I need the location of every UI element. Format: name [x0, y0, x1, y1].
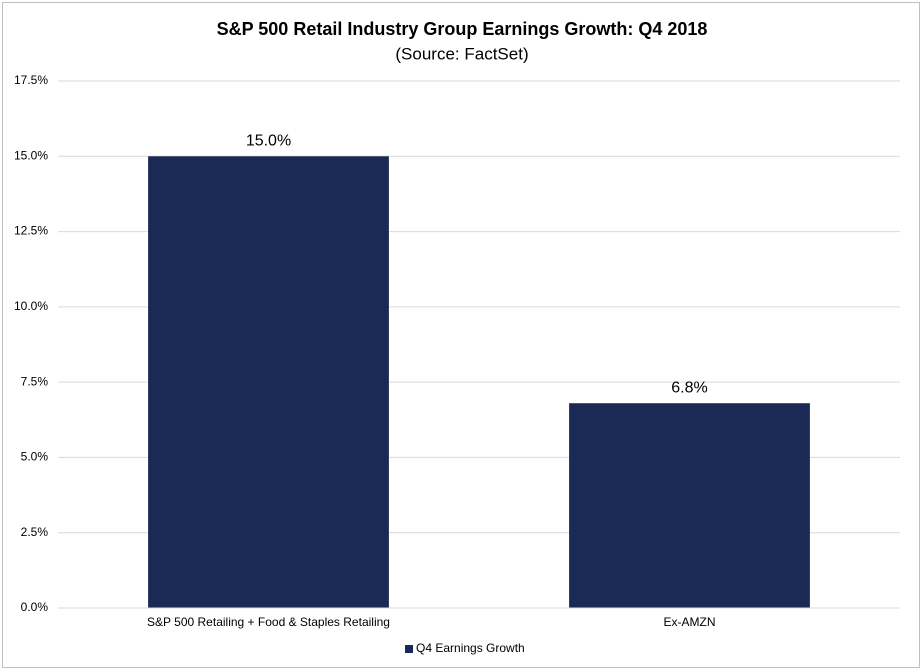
- chart-title: S&P 500 Retail Industry Group Earnings G…: [217, 19, 708, 39]
- y-tick-label: 10.0%: [14, 299, 48, 313]
- x-tick-label: Ex-AMZN: [664, 615, 716, 629]
- y-tick-label: 2.5%: [21, 525, 49, 539]
- y-tick-label: 5.0%: [21, 450, 49, 464]
- data-label: 6.8%: [671, 379, 707, 396]
- x-tick-label: S&P 500 Retailing + Food & Staples Retai…: [147, 615, 390, 629]
- bar: [569, 403, 810, 608]
- y-tick-label: 0.0%: [21, 600, 49, 614]
- chart-subtitle: (Source: FactSet): [395, 44, 528, 63]
- legend-label: Q4 Earnings Growth: [416, 641, 525, 655]
- bar: [148, 156, 389, 609]
- legend-swatch: [405, 645, 413, 653]
- y-tick-label: 17.5%: [14, 73, 48, 87]
- y-tick-label: 7.5%: [21, 374, 49, 388]
- y-tick-label: 15.0%: [14, 148, 48, 162]
- data-label: 15.0%: [246, 133, 291, 150]
- y-tick-label: 12.5%: [14, 224, 48, 238]
